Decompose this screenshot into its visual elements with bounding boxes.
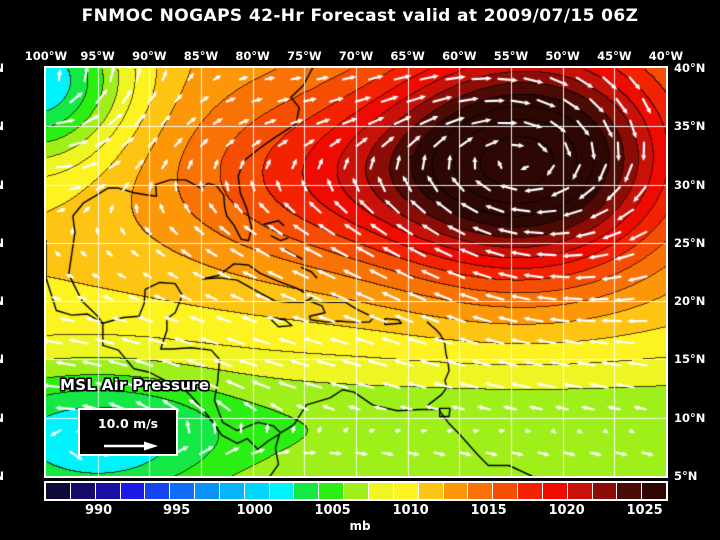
colorbar-swatch bbox=[244, 483, 270, 499]
colorbar-swatch bbox=[468, 483, 494, 499]
colorbar-tick-label: 1015 bbox=[470, 503, 507, 518]
longitude-tick-label: 45°W bbox=[597, 49, 632, 63]
colorbar-units-label: mb bbox=[349, 519, 371, 533]
colorbar-swatch bbox=[120, 483, 146, 499]
latitude-tick-label: 10°N bbox=[0, 411, 4, 425]
colorbar-swatch bbox=[368, 483, 394, 499]
latitude-tick-label: 35°N bbox=[674, 119, 706, 134]
colorbar-tick-label: 1025 bbox=[626, 503, 663, 518]
page-title: FNMOC NOGAPS 42-Hr Forecast valid at 200… bbox=[81, 6, 639, 26]
longitude-tick-label: 40°W bbox=[648, 49, 684, 63]
latitude-tick-label: 15°N bbox=[674, 352, 706, 367]
latitude-tick-label: 30°N bbox=[0, 178, 4, 192]
longitude-tick-label: 75°W bbox=[287, 49, 322, 63]
longitude-tick-label: 85°W bbox=[183, 49, 219, 63]
latitude-tick-label: 25°N bbox=[674, 235, 706, 250]
colorbar-swatch bbox=[542, 483, 568, 499]
forecast-map[interactable]: MSL Air Pressure 10.0 m/s bbox=[44, 66, 668, 478]
colorbar-swatch bbox=[443, 483, 469, 499]
latitude-tick-label: 5°N bbox=[0, 469, 4, 483]
longitude-tick-label: 100°W bbox=[24, 49, 68, 63]
latitude-tick-label: 40°N bbox=[0, 61, 4, 75]
colorbar-swatch bbox=[145, 483, 171, 499]
colorbar-swatch bbox=[195, 483, 220, 499]
colorbar-swatch bbox=[294, 483, 320, 499]
colorbar-tick-label: 1020 bbox=[548, 503, 585, 518]
wind-scale-value: 10.0 m/s bbox=[97, 416, 159, 431]
colorbar-swatch bbox=[344, 483, 369, 499]
latitude-tick-label: 20°N bbox=[0, 294, 4, 308]
colorbar-tick-label: 1010 bbox=[392, 503, 429, 518]
longitude-tick-label: 55°W bbox=[493, 49, 529, 63]
colorbar-swatch bbox=[518, 483, 543, 499]
longitude-tick-label: 65°W bbox=[390, 49, 425, 63]
latitude-tick-label: 20°N bbox=[674, 294, 706, 309]
colorbar-swatch bbox=[493, 483, 519, 499]
longitude-tick-label: 95°W bbox=[80, 49, 115, 63]
colorbar-swatch bbox=[219, 483, 245, 499]
latitude-tick-label: 30°N bbox=[674, 177, 706, 192]
latitude-tick-label: 10°N bbox=[674, 410, 706, 425]
colorbar-swatch bbox=[642, 483, 667, 499]
colorbar-swatch bbox=[393, 483, 419, 499]
latitude-tick-label: 40°N bbox=[674, 61, 706, 75]
colorbar-swatch bbox=[567, 483, 593, 499]
colorbar-swatch bbox=[592, 483, 618, 499]
colorbar-swatch bbox=[70, 483, 96, 499]
latitude-tick-label: 25°N bbox=[0, 236, 4, 250]
latitude-tick-label: 35°N bbox=[0, 119, 4, 133]
longitude-tick-label: 50°W bbox=[545, 49, 580, 63]
latitude-tick-label: 5°N bbox=[674, 469, 698, 483]
longitude-tick-label: 70°W bbox=[338, 49, 374, 63]
longitude-tick-label: 60°W bbox=[442, 49, 477, 63]
latitude-tick-label: 15°N bbox=[0, 352, 4, 366]
colorbar-swatch bbox=[418, 483, 444, 499]
colorbar-swatch bbox=[170, 483, 196, 499]
colorbar-tick-label: 990 bbox=[85, 503, 113, 518]
colorbar-swatch bbox=[617, 483, 643, 499]
colorbar-tick-label: 1000 bbox=[236, 503, 273, 518]
colorbar-swatch bbox=[46, 483, 71, 499]
pressure-colorbar[interactable] bbox=[44, 481, 668, 501]
colorbar-swatch bbox=[269, 483, 295, 499]
colorbar-tick-label: 995 bbox=[163, 503, 191, 518]
longitude-tick-label: 90°W bbox=[132, 49, 167, 63]
longitude-tick-label: 80°W bbox=[235, 49, 270, 63]
right-arrow-icon bbox=[104, 441, 158, 451]
colorbar-tick-label: 1005 bbox=[314, 503, 351, 518]
colorbar-swatch bbox=[95, 483, 121, 499]
wind-scale-legend: 10.0 m/s bbox=[78, 408, 178, 456]
colorbar-swatch bbox=[319, 483, 345, 499]
